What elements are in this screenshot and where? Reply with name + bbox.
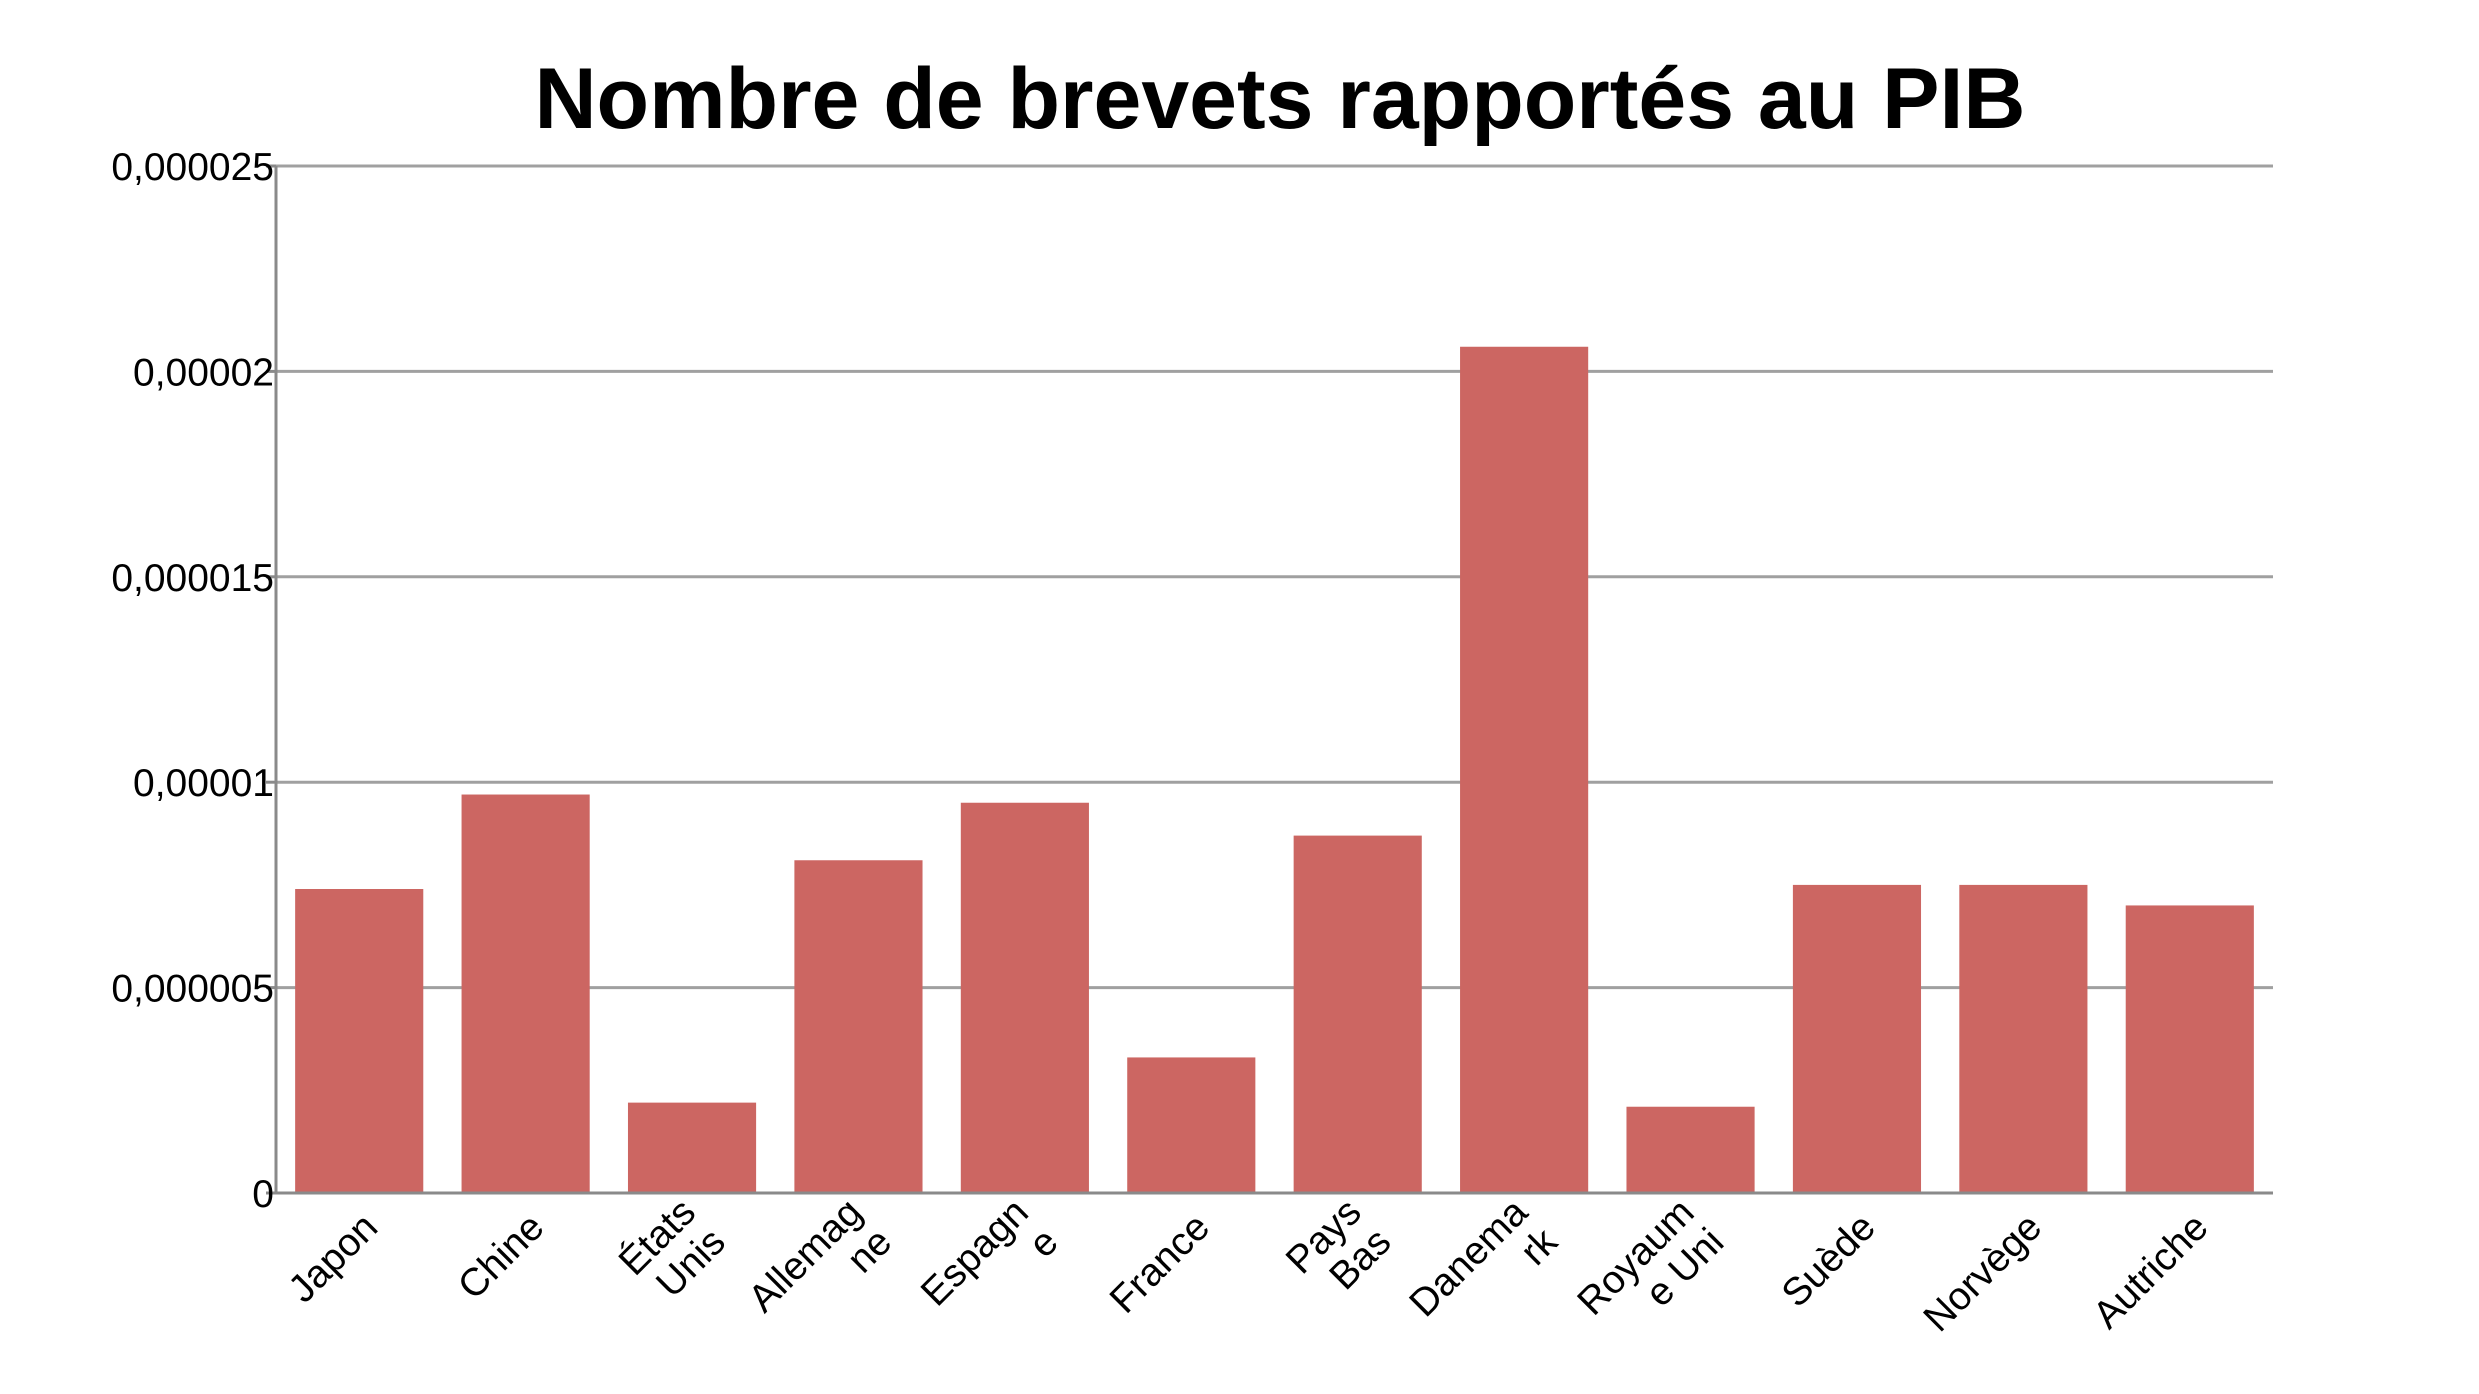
x-tick-label-line: Espagn [913, 1191, 1037, 1315]
x-tick-label-line: Suède [1774, 1205, 1884, 1315]
y-tick-label: 0,00002 [133, 351, 274, 394]
y-tick-label: 0 [252, 1173, 274, 1216]
x-tick-label: Espagne [913, 1191, 1067, 1345]
y-tick-label: 0,000015 [111, 557, 274, 600]
x-tick-label: Chine [450, 1205, 552, 1307]
x-tick-label-line: Autriche [2085, 1205, 2217, 1337]
x-tick-label-line: France [1102, 1205, 1218, 1321]
x-tick-label: Suède [1774, 1205, 1884, 1315]
bar [794, 860, 923, 1193]
x-tick-label: PaysBas [1278, 1191, 1399, 1312]
y-tick-label: 0,000025 [111, 146, 274, 189]
chart-title: Nombre de brevets rapportés au PIB [534, 51, 2026, 147]
bar [1127, 1057, 1256, 1193]
bar [627, 1102, 757, 1193]
x-tick-label: ÉtatsUnis [611, 1191, 734, 1314]
bar [461, 794, 590, 1193]
axes [266, 164, 2273, 1195]
x-tick-label: Japon [281, 1205, 387, 1311]
y-tick-labels: 0 0,000005 0,00001 0,000015 0,00002 0,000025 [111, 146, 274, 1216]
bar [1626, 1106, 1755, 1193]
x-tick-label-line: Japon [281, 1205, 387, 1311]
grid-lines [276, 164, 2273, 990]
bar [1293, 835, 1422, 1193]
y-tick-label: 0,000005 [111, 968, 274, 1011]
x-tick-label-line: Norvège [1916, 1205, 2051, 1340]
bar [1460, 346, 1589, 1193]
x-tick-label: Danemark [1401, 1190, 1566, 1355]
x-tick-label: Royaume Uni [1569, 1191, 1732, 1354]
x-tick-label: France [1102, 1205, 1218, 1321]
x-tick-label-line: Chine [450, 1205, 552, 1307]
bar [1792, 884, 1922, 1193]
bar [1959, 884, 2088, 1193]
x-tick-label: Allemagne [740, 1191, 900, 1351]
x-tick-label: Autriche [2085, 1205, 2217, 1337]
bar [295, 889, 424, 1193]
bar [960, 802, 1089, 1193]
x-tick-label: Norvège [1916, 1205, 2051, 1340]
x-tick-label-line: Danema [1401, 1190, 1536, 1325]
y-tick-label: 0,00001 [133, 762, 274, 805]
bars [295, 346, 2254, 1193]
x-tick-labels: Japon Chine ÉtatsUnis Allemagne Espagne Franc… [281, 1190, 2217, 1355]
bar [2125, 905, 2254, 1193]
